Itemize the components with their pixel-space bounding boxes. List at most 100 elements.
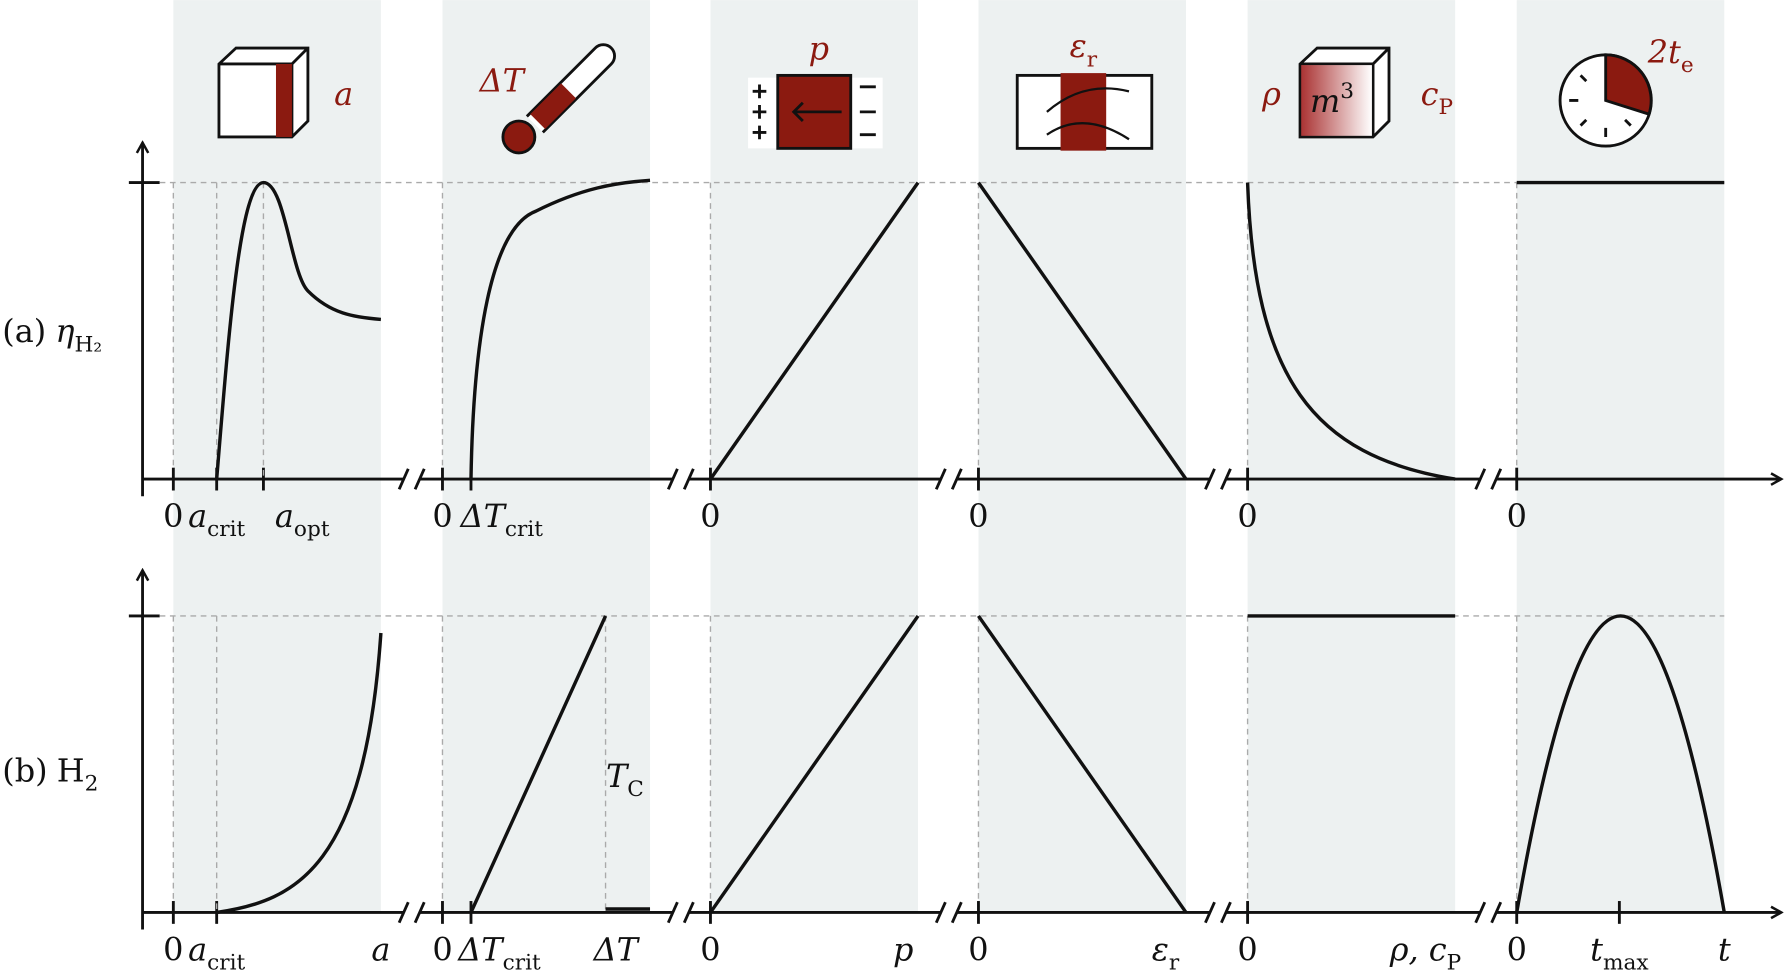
break-mark xyxy=(413,468,426,490)
axis-break xyxy=(940,475,957,483)
label: TC xyxy=(606,757,644,802)
panel xyxy=(442,0,651,913)
label-main: a xyxy=(371,930,390,968)
curve xyxy=(214,180,382,480)
label-sub: crit xyxy=(505,517,543,542)
label-main: ΔT xyxy=(456,930,505,968)
axis-break xyxy=(1209,475,1226,483)
break-mark xyxy=(1220,468,1232,490)
label: 0 xyxy=(163,930,183,968)
axis-break xyxy=(1209,909,1226,916)
label-main: 0 xyxy=(432,930,452,968)
label-sub: max xyxy=(1603,950,1649,973)
row-label-sub: H₂ xyxy=(74,332,102,357)
break-mark xyxy=(1204,901,1216,924)
label-sub: r xyxy=(1087,47,1098,72)
curve xyxy=(709,614,920,914)
label: p xyxy=(809,29,829,67)
label: 0 xyxy=(700,497,720,535)
break-mark xyxy=(950,901,963,924)
break-mark xyxy=(666,468,679,490)
label: ΔTcrit xyxy=(456,930,541,973)
panel xyxy=(1516,0,1725,913)
label: 0 xyxy=(163,497,183,535)
label-main: 0 xyxy=(1237,930,1257,968)
label: a xyxy=(371,930,390,968)
label-sub: r xyxy=(1169,950,1180,973)
row-label-symbol: H xyxy=(57,751,85,789)
panel xyxy=(173,0,381,913)
row-label-id: (b) xyxy=(2,751,47,789)
row-label-symbol: η xyxy=(55,312,74,350)
panel xyxy=(1247,0,1456,913)
label-main: c xyxy=(1421,75,1439,113)
label: 0 xyxy=(432,497,452,535)
label-sub: C xyxy=(627,777,644,802)
label: εr xyxy=(1152,930,1180,973)
label-main: 2t xyxy=(1647,33,1681,71)
panels xyxy=(173,0,1725,913)
clock-marks xyxy=(1569,74,1632,137)
arrow xyxy=(791,101,842,123)
label: 0 xyxy=(432,930,452,968)
panel xyxy=(978,0,1187,913)
axis-break xyxy=(403,909,420,916)
label: 2te xyxy=(1647,33,1694,78)
row-label-id: (a) xyxy=(2,312,46,350)
axis-break xyxy=(672,475,689,483)
label-main: 0 xyxy=(700,930,720,968)
break-mark xyxy=(934,468,947,490)
label: ΔT xyxy=(592,930,641,968)
label: 0 xyxy=(968,497,988,535)
label-main: ρ, c xyxy=(1389,930,1447,968)
label-sub: P xyxy=(1439,95,1454,120)
break-mark xyxy=(1490,468,1503,490)
break-mark xyxy=(682,901,695,924)
label-main: 0 xyxy=(700,497,720,535)
curve xyxy=(977,181,1188,481)
label: εr xyxy=(1070,27,1098,72)
label-main: ΔT xyxy=(478,61,527,99)
label: tmax xyxy=(1590,930,1649,973)
label: acrit xyxy=(188,497,245,542)
label-main: t xyxy=(1718,930,1731,968)
label: cP xyxy=(1421,75,1453,120)
label-main: a xyxy=(188,930,207,968)
label-main: a xyxy=(334,75,353,113)
break-mark xyxy=(397,901,410,924)
curve xyxy=(1515,614,1726,913)
axis-break xyxy=(403,475,420,483)
label-main: 0 xyxy=(968,930,988,968)
label-main: 0 xyxy=(163,930,183,968)
label-sub: crit xyxy=(207,517,245,542)
axis-break xyxy=(1480,475,1497,483)
layer xyxy=(275,63,292,137)
panel xyxy=(710,0,919,913)
label: 0 xyxy=(1507,497,1527,535)
label-main: T xyxy=(606,757,630,795)
label: t xyxy=(1718,930,1731,968)
label: ΔTcrit xyxy=(459,497,544,542)
label-main: 0 xyxy=(968,497,988,535)
label-main: p xyxy=(809,29,829,67)
break-mark xyxy=(934,901,947,924)
label-main: ΔT xyxy=(592,930,641,968)
curve xyxy=(977,614,1188,914)
label: 0 xyxy=(700,930,720,968)
label: ρ, cP xyxy=(1389,930,1462,973)
bulb xyxy=(501,119,537,155)
flow xyxy=(1046,87,1130,141)
label-main: p xyxy=(893,930,913,968)
label-main: ε xyxy=(1152,930,1169,968)
label-main: 0 xyxy=(1507,497,1527,535)
label: p xyxy=(893,930,913,968)
axis-break xyxy=(940,909,957,916)
curve xyxy=(1245,182,1456,481)
label: a xyxy=(334,75,353,113)
row-label: (b) H2 xyxy=(2,751,98,796)
break-mark xyxy=(1474,468,1487,490)
row-label-sub: 2 xyxy=(85,771,99,796)
label-main: 0 xyxy=(1507,930,1527,968)
label: 0 xyxy=(1237,497,1257,535)
